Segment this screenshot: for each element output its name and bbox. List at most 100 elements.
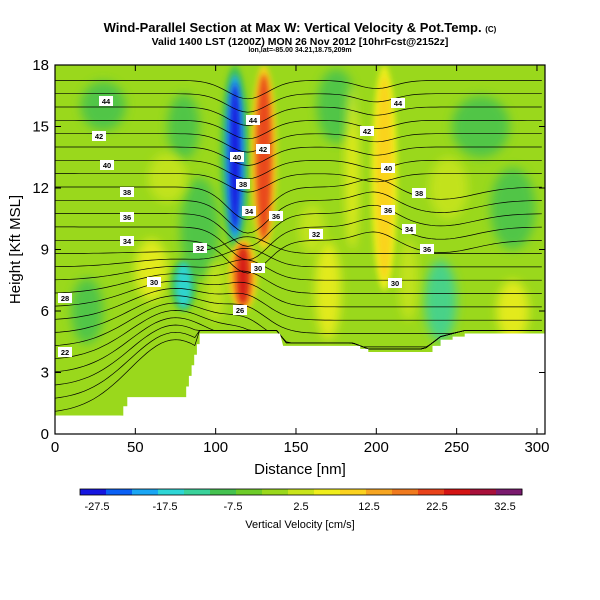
x-tick-label: 150 (283, 439, 308, 456)
chart-subtitle: Valid 1400 LST (1200Z) MON 26 Nov 2012 [… (151, 36, 449, 48)
theta-contour-label: 40 (381, 163, 395, 173)
field-blob (167, 93, 200, 160)
theta-contour (55, 173, 542, 193)
theta-contour (55, 191, 542, 234)
x-tick-label: 200 (364, 439, 389, 456)
theta-contour-label-text: 34 (405, 225, 414, 234)
theta-contour (55, 133, 542, 153)
theta-contour (55, 146, 542, 166)
y-tick-label: 9 (41, 242, 49, 259)
theta-contour-label-text: 36 (272, 212, 280, 221)
theta-contour-label: 36 (420, 244, 434, 254)
theta-contour (55, 280, 542, 308)
field-blob (490, 167, 536, 250)
theta-contour-label: 22 (58, 347, 72, 357)
x-tick-label: 0 (51, 439, 59, 456)
theta-contour-label-text: 36 (123, 213, 131, 222)
field-blob (315, 241, 341, 340)
theta-contours (55, 80, 542, 412)
theta-contour-label-text: 38 (123, 188, 131, 197)
terrain-mask (55, 333, 545, 434)
colorbar-swatch (262, 489, 289, 495)
theta-contour-label-text: 26 (236, 306, 244, 315)
x-tick-label: 300 (524, 439, 549, 456)
theta-contour-label: 36 (120, 212, 134, 222)
theta-contour-label-text: 32 (196, 244, 204, 253)
field-blob (316, 69, 356, 143)
y-tick-label: 12 (32, 180, 49, 197)
theta-contour-label: 30 (388, 278, 402, 288)
theta-contour-label: 26 (233, 305, 247, 315)
theta-contour (55, 204, 542, 247)
colorbar-tick-label: -7.5 (224, 501, 243, 513)
theta-contour-label-text: 42 (259, 145, 267, 154)
colorbar-swatch (470, 489, 497, 495)
theta-contour-label: 30 (147, 277, 161, 287)
field-blob (496, 280, 529, 342)
theta-contour-label-text: 44 (394, 99, 403, 108)
field-feature-weak-downdraft (175, 262, 192, 309)
x-tick-label: 100 (203, 439, 228, 456)
theta-contour-label: 34 (402, 224, 416, 234)
theta-contour-label-text: 42 (363, 127, 371, 136)
field-blob (71, 278, 104, 344)
field-blob (451, 95, 510, 158)
theta-contour (55, 93, 542, 113)
colorbar-swatch (158, 489, 185, 495)
theta-contour-label-text: 44 (249, 116, 258, 125)
y-tick-label: 6 (41, 303, 49, 320)
theta-contour (55, 236, 542, 254)
field-blob (424, 259, 457, 342)
y-tick-label: 18 (32, 57, 49, 74)
y-tick-label: 15 (32, 119, 49, 136)
theta-contour (55, 80, 542, 100)
theta-contour-label-text: 34 (123, 237, 132, 246)
theta-contour-label: 38 (120, 187, 134, 197)
theta-contour-label: 38 (236, 179, 250, 189)
theta-contour-label-text: 38 (415, 189, 423, 198)
theta-contour-label: 28 (58, 293, 72, 303)
colorbar-tick-label: 2.5 (293, 501, 308, 513)
theta-contour (55, 218, 542, 261)
theta-contour-label: 44 (391, 98, 405, 108)
y-axis-label: Height [Kft MSL] (7, 195, 24, 304)
plot-area: 44 44 44 42 42 42 40 40 40 38 38 38 36 36 36 36 34 34 34 32… (55, 65, 545, 434)
colorbar-frame (79, 488, 523, 496)
theta-contour-label-text: 40 (103, 161, 111, 170)
theta-contour-label-text: 30 (150, 278, 158, 287)
theta-contour-label-text: 30 (254, 264, 262, 273)
theta-contour-label: 40 (230, 152, 244, 162)
theta-contour (55, 231, 542, 274)
colorbar-swatch (314, 489, 341, 495)
theta-contour-label-text: 32 (312, 230, 320, 239)
theta-contour-label: 42 (92, 131, 106, 141)
chart-title: Wind-Parallel Section at Max W: Vertical… (103, 20, 497, 35)
x-axis-label: Distance [nm] (254, 461, 346, 478)
x-tick-label: 250 (444, 439, 469, 456)
field-feature-updraft (376, 76, 393, 280)
y-tick-label: 0 (41, 426, 49, 443)
theta-contour-label-text: 36 (384, 206, 392, 215)
theta-contour-label-text: 40 (384, 164, 392, 173)
colorbar-tick-label: -27.5 (84, 501, 109, 513)
colorbar-swatch (366, 489, 393, 495)
colorbar-tick-label: -17.5 (152, 501, 177, 513)
theta-contour (55, 106, 542, 126)
colorbar-label: Vertical Velocity [cm/s] (245, 519, 354, 531)
theta-contour-label: 36 (381, 205, 395, 215)
colorbar-swatch (444, 489, 471, 495)
theta-contour-label: 36 (269, 211, 283, 221)
theta-contour-label: 42 (360, 126, 374, 136)
theta-contour-label-text: 44 (102, 97, 111, 106)
y-tick-label: 3 (41, 365, 49, 382)
theta-contour-labels: 44 44 44 42 42 42 40 40 40 38 38 38 36 36 36 36 34 34 34 32… (58, 96, 434, 357)
colorbar-swatch (210, 489, 237, 495)
theta-contour-label: 44 (246, 115, 260, 125)
colorbar-swatch (340, 489, 367, 495)
colorbar-swatch (184, 489, 211, 495)
colorbar-swatch (496, 489, 523, 495)
theta-contour-label: 30 (251, 263, 265, 273)
theta-contour-label: 44 (99, 96, 113, 106)
